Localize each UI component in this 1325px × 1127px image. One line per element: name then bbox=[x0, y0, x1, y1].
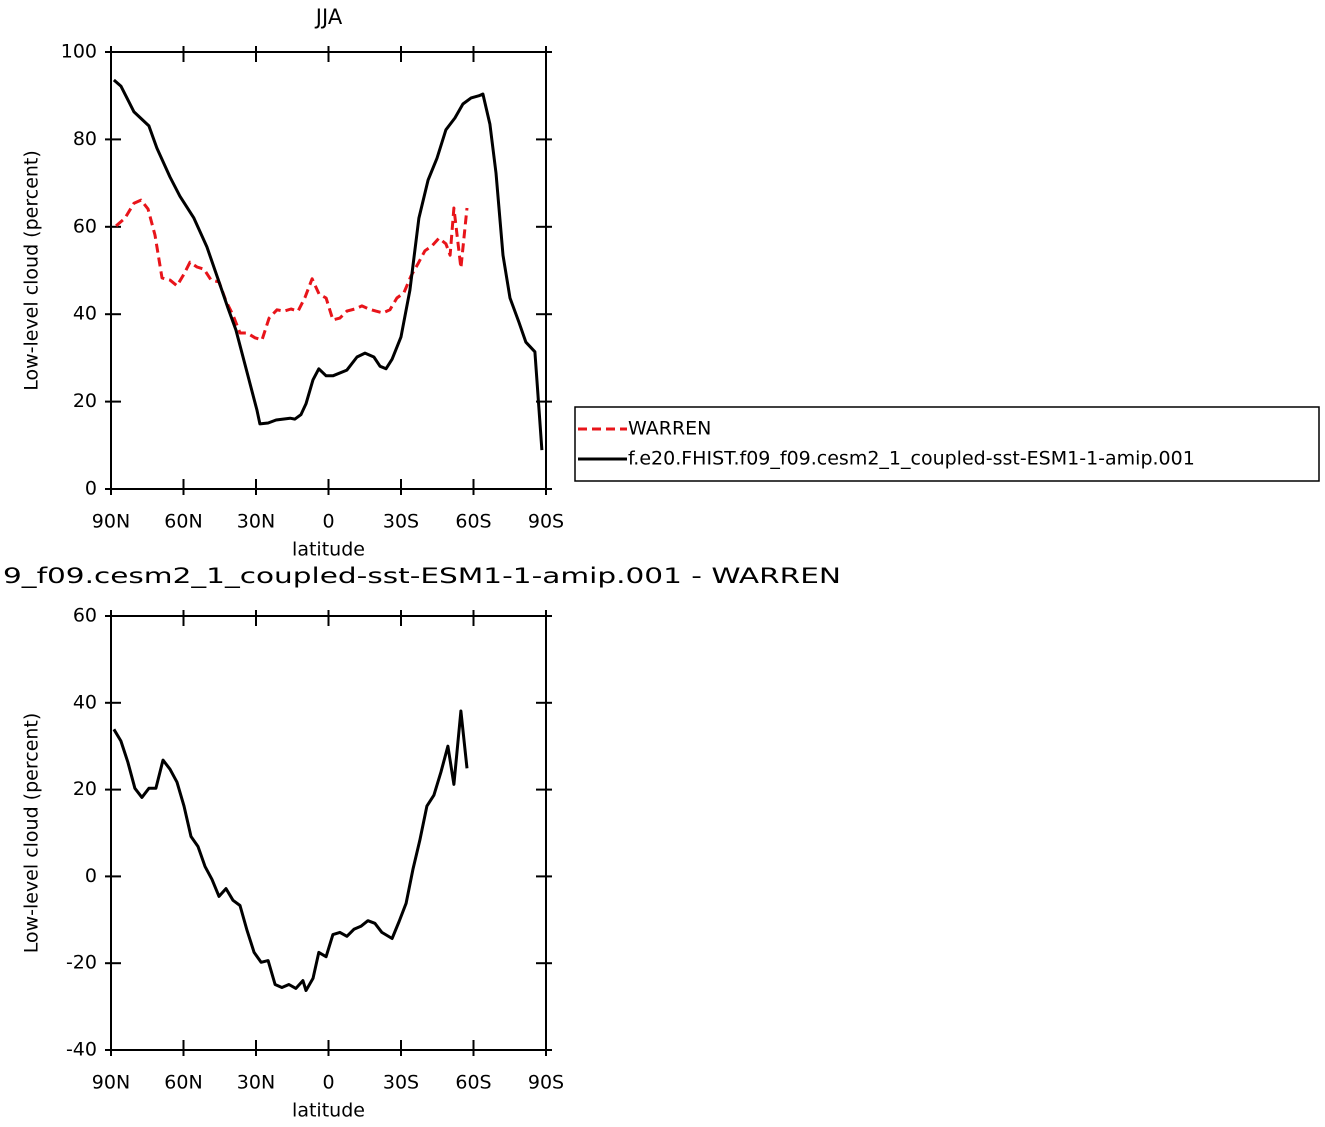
y-tick-label: -20 bbox=[66, 952, 97, 974]
y-axis-label: Low-level cloud (percent) bbox=[21, 713, 43, 954]
data-line bbox=[112, 709, 469, 992]
y-tick-label: 40 bbox=[73, 691, 97, 713]
y-tick-label: 0 bbox=[85, 865, 97, 887]
y-tick-label: 60 bbox=[73, 605, 97, 627]
x-tick-label: 90S bbox=[528, 511, 564, 533]
x-tick-label: 0 bbox=[322, 1072, 334, 1094]
x-tick-label: 60S bbox=[455, 1072, 491, 1094]
x-tick-label: 60N bbox=[164, 511, 202, 533]
y-tick-label: 0 bbox=[85, 478, 97, 500]
chart-title: 9_f09.cesm2_1_coupled-sst-ESM1-1-amip.00… bbox=[3, 564, 841, 589]
plot-frame bbox=[110, 51, 547, 490]
y-tick-label: 60 bbox=[73, 215, 97, 237]
x-tick-label: 30N bbox=[237, 511, 275, 533]
legend-box bbox=[574, 406, 1320, 482]
y-axis-label: Low-level cloud (percent) bbox=[21, 150, 43, 391]
x-tick-label: 0 bbox=[322, 511, 334, 533]
data-line bbox=[115, 198, 469, 342]
y-tick-label: 80 bbox=[73, 128, 97, 150]
y-tick-label: 20 bbox=[73, 778, 97, 800]
y-tick-label: 100 bbox=[61, 41, 97, 63]
x-tick-label: 30S bbox=[383, 511, 419, 533]
y-tick-label: 40 bbox=[73, 303, 97, 325]
legend-label: WARREN bbox=[628, 418, 711, 440]
chart-title: JJA bbox=[314, 5, 343, 29]
x-tick-label: 90S bbox=[528, 1072, 564, 1094]
x-axis-label: latitude bbox=[292, 539, 365, 561]
x-tick-label: 60S bbox=[455, 511, 491, 533]
x-tick-label: 90N bbox=[92, 511, 130, 533]
x-tick-label: 30N bbox=[237, 1072, 275, 1094]
legend-label: f.e20.FHIST.f09_f09.cesm2_1_coupled-sst-… bbox=[628, 448, 1195, 470]
x-tick-label: 60N bbox=[164, 1072, 202, 1094]
data-line bbox=[112, 78, 544, 451]
plot-frame bbox=[110, 615, 547, 1051]
x-axis-label: latitude bbox=[292, 1100, 365, 1122]
x-tick-label: 90N bbox=[92, 1072, 130, 1094]
x-tick-label: 30S bbox=[383, 1072, 419, 1094]
y-tick-label: 20 bbox=[73, 390, 97, 412]
y-tick-label: -40 bbox=[66, 1039, 97, 1061]
